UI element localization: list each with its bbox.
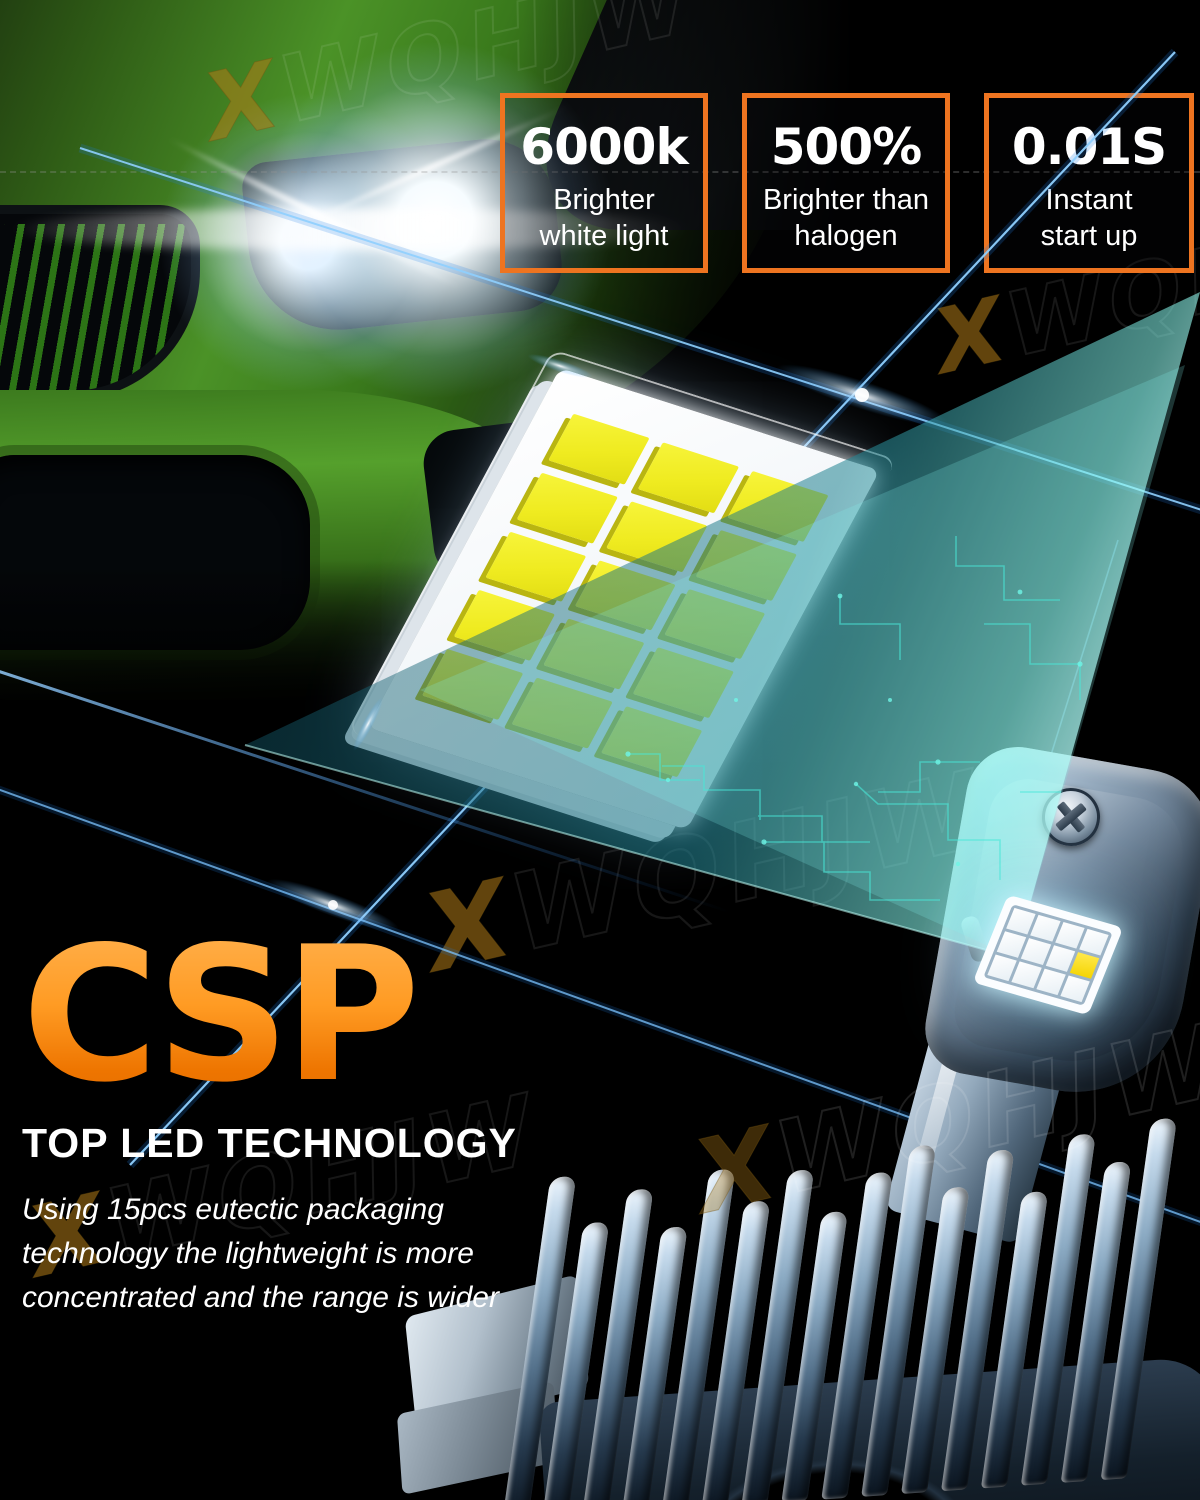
spec-box-startup: 0.01S Instant start up bbox=[984, 93, 1194, 273]
spec-caption-line: white light bbox=[539, 220, 669, 252]
description-line: technology the lightweight is more bbox=[22, 1237, 474, 1270]
headline-subtitle: TOP LED TECHNOLOGY bbox=[22, 1120, 517, 1166]
mini-led-cell bbox=[1060, 975, 1090, 1003]
description-line: Using 15pcs eutectic packaging bbox=[22, 1193, 444, 1226]
circuit-dots bbox=[625, 589, 1123, 867]
headline-title: CSP bbox=[22, 906, 420, 1123]
circuit-traces bbox=[628, 536, 1120, 901]
mini-chip-grid bbox=[983, 904, 1113, 1006]
spec-value: 6000k bbox=[520, 118, 688, 176]
spec-caption-line: halogen bbox=[794, 220, 898, 252]
spec-caption-line: start up bbox=[1040, 220, 1138, 252]
spec-caption: Brighter than halogen bbox=[747, 182, 945, 254]
mini-led-cell bbox=[1078, 928, 1109, 956]
spec-caption: Instant start up bbox=[989, 182, 1189, 254]
spec-value: 500% bbox=[770, 118, 922, 176]
spec-caption: Brighter white light bbox=[505, 182, 703, 254]
spec-box-color-temp: 6000k Brighter white light bbox=[500, 93, 708, 273]
spec-caption-line: Brighter bbox=[553, 184, 655, 216]
spec-caption-line: Instant bbox=[1045, 184, 1133, 216]
beam-crossing-flares bbox=[267, 364, 948, 932]
spec-value: 0.01S bbox=[1011, 118, 1167, 176]
description-line: concentrated and the range is wider bbox=[22, 1281, 499, 1314]
description-paragraph: Using 15pcs eutectic packaging technolog… bbox=[22, 1188, 499, 1320]
mini-led-cell bbox=[1069, 952, 1100, 979]
dashed-guide-line bbox=[0, 171, 1200, 173]
spec-box-brightness: 500% Brighter than halogen bbox=[742, 93, 950, 273]
spec-caption-line: Brighter than bbox=[762, 184, 930, 216]
